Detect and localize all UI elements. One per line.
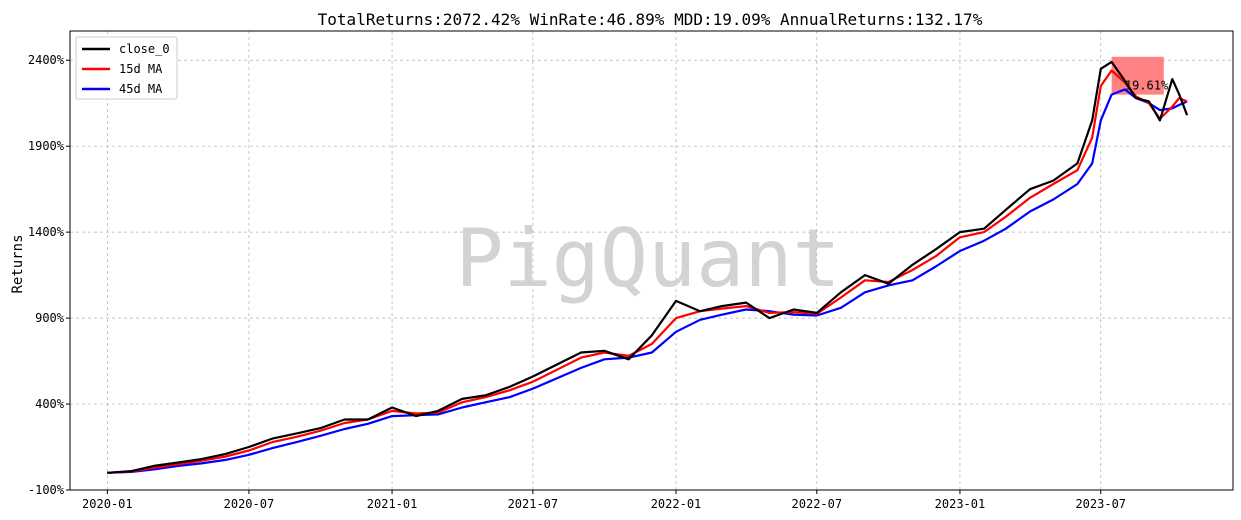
watermark: PigQuant <box>455 212 840 305</box>
legend-label: close_0 <box>119 42 170 56</box>
x-tick-label: 2020-07 <box>224 497 275 511</box>
series-15d-ma-line <box>107 69 1188 474</box>
x-tick-label: 2023-01 <box>935 497 986 511</box>
series-45d-ma-line <box>107 88 1188 474</box>
y-tick-label: -100% <box>28 483 65 497</box>
x-tick-label: 2022-07 <box>792 497 843 511</box>
x-tick-label: 2021-01 <box>367 497 418 511</box>
y-axis-label: Returns <box>10 234 26 293</box>
series-close-0-line <box>107 60 1189 474</box>
y-axis: -100% 400% 900% 1400% 1900% 2400% <box>28 53 70 497</box>
legend-label: 15d MA <box>119 62 163 76</box>
series-lines <box>107 60 1189 474</box>
x-tick-label: 2021-07 <box>508 497 559 511</box>
x-axis: 2020-01 2020-07 2021-01 2021-07 2022-01 2022-… <box>82 490 1126 511</box>
plot-frame <box>69 30 1234 491</box>
legend-label: 45d MA <box>119 82 163 96</box>
grid <box>70 31 1233 491</box>
y-tick-label: 900% <box>35 311 65 325</box>
x-tick-label: 2023-07 <box>1075 497 1126 511</box>
y-tick-label: 2400% <box>28 53 65 67</box>
legend-box <box>75 36 178 100</box>
drawdown-label: 19.61% <box>1125 78 1169 92</box>
y-tick-label: 1900% <box>28 139 65 153</box>
y-tick-label: 400% <box>35 397 65 411</box>
legend: close_0 15d MA 45d MA <box>75 36 178 100</box>
chart-title: TotalReturns:2072.42% WinRate:46.89% MDD… <box>318 10 983 29</box>
x-tick-label: 2020-01 <box>82 497 133 511</box>
x-tick-label: 2022-01 <box>651 497 702 511</box>
y-tick-label: 1400% <box>28 225 65 239</box>
